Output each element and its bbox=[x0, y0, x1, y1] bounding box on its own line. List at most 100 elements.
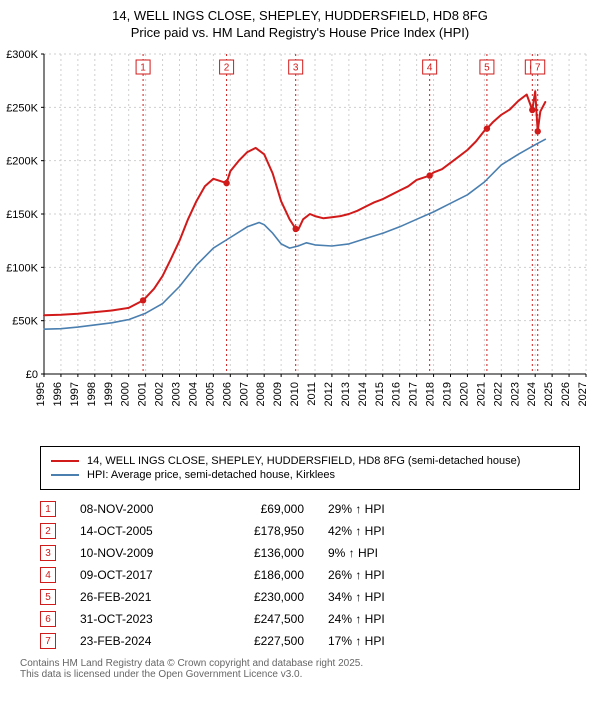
sale-date: 14-OCT-2005 bbox=[80, 524, 190, 538]
x-tick-label: 2008 bbox=[255, 382, 267, 406]
table-row: 2 14-OCT-2005 £178,950 42% ↑ HPI bbox=[40, 520, 580, 542]
sales-table: 108-NOV-2000£69,00029% ↑ HPI214-OCT-2005… bbox=[40, 498, 580, 652]
x-tick-label: 2007 bbox=[238, 382, 250, 406]
sale-date: 23-FEB-2024 bbox=[80, 634, 190, 648]
legend-swatch bbox=[51, 474, 79, 476]
sale-hpi-delta: 26% ↑ HPI bbox=[328, 568, 438, 582]
sale-index-box: 7 bbox=[40, 633, 56, 649]
sale-point bbox=[535, 128, 541, 134]
x-tick-label: 2024 bbox=[526, 382, 538, 406]
x-tick-label: 2026 bbox=[560, 382, 572, 406]
sale-point bbox=[529, 107, 535, 113]
sale-point bbox=[484, 125, 490, 131]
sale-point bbox=[292, 226, 298, 232]
x-tick-label: 1998 bbox=[86, 382, 98, 406]
sale-index-box: 5 bbox=[40, 589, 56, 605]
legend-row: 14, WELL INGS CLOSE, SHEPLEY, HUDDERSFIE… bbox=[51, 455, 569, 467]
x-tick-label: 2005 bbox=[204, 382, 216, 406]
sale-hpi-delta: 34% ↑ HPI bbox=[328, 590, 438, 604]
table-row: 4 09-OCT-2017 £186,000 26% ↑ HPI bbox=[40, 564, 580, 586]
x-tick-label: 2002 bbox=[154, 382, 166, 406]
sale-price: £136,000 bbox=[214, 546, 304, 560]
sale-date: 10-NOV-2009 bbox=[80, 546, 190, 560]
table-row: 3 10-NOV-2009 £136,000 9% ↑ HPI bbox=[40, 542, 580, 564]
sale-index-box: 4 bbox=[40, 567, 56, 583]
x-tick-label: 1995 bbox=[35, 382, 47, 406]
sale-price: £247,500 bbox=[214, 612, 304, 626]
sale-hpi-delta: 17% ↑ HPI bbox=[328, 634, 438, 648]
sale-marker-number: 7 bbox=[535, 63, 541, 74]
sale-index-box: 1 bbox=[40, 501, 56, 517]
table-row: 6 31-OCT-2023 £247,500 24% ↑ HPI bbox=[40, 608, 580, 630]
y-tick-label: £0 bbox=[26, 369, 38, 381]
chart-titles: 14, WELL INGS CLOSE, SHEPLEY, HUDDERSFIE… bbox=[0, 0, 600, 44]
sale-date: 09-OCT-2017 bbox=[80, 568, 190, 582]
y-tick-label: £50K bbox=[12, 316, 38, 328]
sale-marker-number: 4 bbox=[427, 63, 433, 74]
sale-date: 31-OCT-2023 bbox=[80, 612, 190, 626]
y-tick-label: £300K bbox=[6, 49, 38, 61]
x-tick-label: 1996 bbox=[52, 382, 64, 406]
legend-row: HPI: Average price, semi-detached house,… bbox=[51, 469, 569, 481]
y-tick-label: £100K bbox=[6, 262, 38, 274]
x-tick-label: 2013 bbox=[340, 382, 352, 406]
sale-index-box: 2 bbox=[40, 523, 56, 539]
x-tick-label: 2004 bbox=[187, 382, 199, 406]
sale-point bbox=[223, 180, 229, 186]
x-tick-label: 2019 bbox=[442, 382, 454, 406]
x-tick-label: 2000 bbox=[120, 382, 132, 406]
sale-hpi-delta: 42% ↑ HPI bbox=[328, 524, 438, 538]
title-subtitle: Price paid vs. HM Land Registry's House … bbox=[10, 25, 590, 40]
footer-attribution: Contains HM Land Registry data © Crown c… bbox=[20, 658, 580, 680]
x-tick-label: 2016 bbox=[391, 382, 403, 406]
sale-marker-number: 1 bbox=[140, 63, 146, 74]
x-tick-label: 2009 bbox=[272, 382, 284, 406]
x-tick-label: 2027 bbox=[577, 382, 589, 406]
sale-price: £230,000 bbox=[214, 590, 304, 604]
x-tick-label: 2020 bbox=[458, 382, 470, 406]
table-row: 108-NOV-2000£69,00029% ↑ HPI bbox=[40, 498, 580, 520]
sale-point bbox=[140, 297, 146, 303]
sale-index-box: 6 bbox=[40, 611, 56, 627]
table-row: 526-FEB-2021£230,00034% ↑ HPI bbox=[40, 586, 580, 608]
x-tick-label: 2014 bbox=[357, 382, 369, 406]
sale-marker-number: 3 bbox=[293, 63, 299, 74]
y-tick-label: £200K bbox=[6, 156, 38, 168]
x-tick-label: 2011 bbox=[306, 382, 318, 406]
x-tick-label: 2021 bbox=[475, 382, 487, 406]
legend-label: HPI: Average price, semi-detached house,… bbox=[87, 469, 335, 481]
sale-index-box: 3 bbox=[40, 545, 56, 561]
title-address: 14, WELL INGS CLOSE, SHEPLEY, HUDDERSFIE… bbox=[10, 8, 590, 23]
x-tick-label: 2012 bbox=[323, 382, 335, 406]
sale-price: £178,950 bbox=[214, 524, 304, 538]
x-tick-label: 2006 bbox=[221, 382, 233, 406]
table-row: 7 23-FEB-2024 £227,500 17% ↑ HPI bbox=[40, 630, 580, 652]
legend-label: 14, WELL INGS CLOSE, SHEPLEY, HUDDERSFIE… bbox=[87, 455, 520, 467]
sale-point bbox=[426, 172, 432, 178]
y-tick-label: £250K bbox=[6, 102, 38, 114]
sale-marker-number: 5 bbox=[484, 63, 490, 74]
x-tick-label: 1997 bbox=[69, 382, 81, 406]
sale-price: £69,000 bbox=[214, 502, 304, 516]
legend: 14, WELL INGS CLOSE, SHEPLEY, HUDDERSFIE… bbox=[40, 446, 580, 490]
x-tick-label: 2018 bbox=[425, 382, 437, 406]
legend-swatch bbox=[51, 460, 79, 462]
footer-line2: This data is licensed under the Open Gov… bbox=[20, 669, 580, 680]
sale-hpi-delta: 24% ↑ HPI bbox=[328, 612, 438, 626]
price-chart-svg: £0 £50K £100K £150K £200K £250K £300K 1995 1996 1… bbox=[0, 44, 600, 434]
x-tick-label: 2003 bbox=[171, 382, 183, 406]
y-tick-label: £150K bbox=[6, 209, 38, 221]
sale-hpi-delta: 29% ↑ HPI bbox=[328, 502, 438, 516]
chart-area: £0 £50K £100K £150K £200K £250K £300K 1995 1996 1… bbox=[0, 44, 600, 434]
chart-container: 14, WELL INGS CLOSE, SHEPLEY, HUDDERSFIE… bbox=[0, 0, 600, 680]
x-tick-label: 1999 bbox=[103, 382, 115, 406]
x-tick-label: 2010 bbox=[289, 382, 301, 406]
x-tick-label: 2017 bbox=[408, 382, 420, 406]
sale-price: £227,500 bbox=[214, 634, 304, 648]
sale-price: £186,000 bbox=[214, 568, 304, 582]
x-tick-label: 2001 bbox=[137, 382, 149, 406]
sale-hpi-delta: 9% ↑ HPI bbox=[328, 546, 438, 560]
x-tick-label: 2025 bbox=[543, 382, 555, 406]
footer-line1: Contains HM Land Registry data © Crown c… bbox=[20, 658, 580, 669]
x-tick-label: 2015 bbox=[374, 382, 386, 406]
